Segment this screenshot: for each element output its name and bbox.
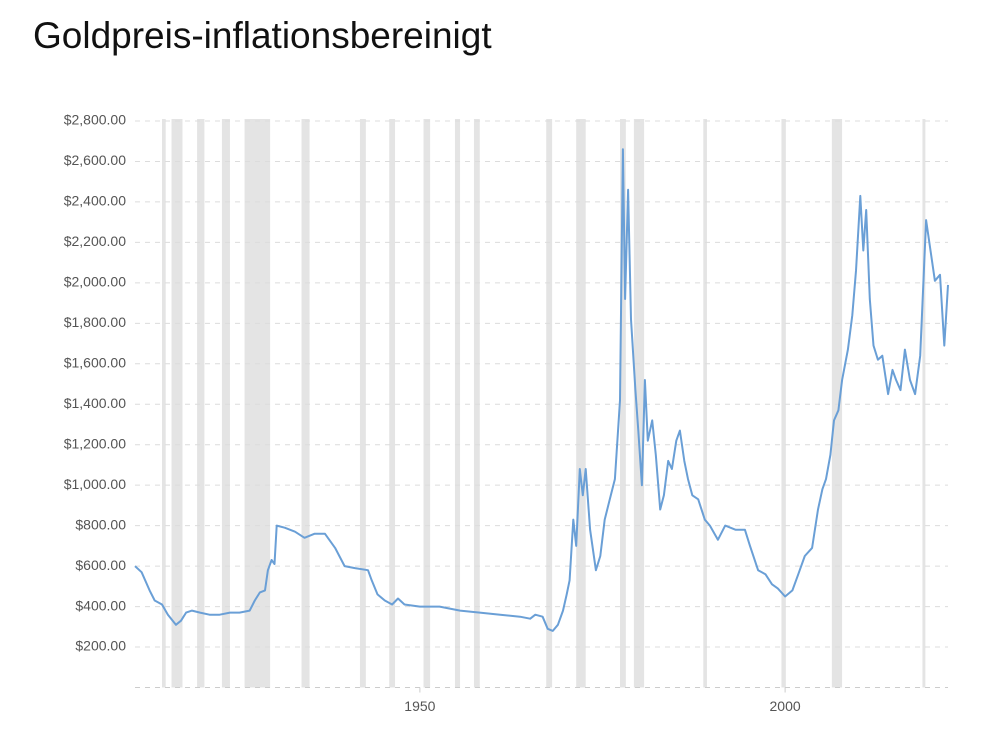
shaded-band <box>576 119 586 688</box>
shaded-band <box>546 119 553 688</box>
y-tick-label: $1,400.00 <box>64 395 126 411</box>
shaded-band <box>922 119 926 688</box>
y-tick-label: $2,000.00 <box>64 274 126 290</box>
shaded-band <box>473 119 480 688</box>
y-tick-label: $1,000.00 <box>64 476 126 492</box>
y-tick-label: $1,800.00 <box>64 314 126 330</box>
shaded-band <box>454 119 461 688</box>
price-line <box>134 148 949 632</box>
y-tick-label: $800.00 <box>75 516 126 532</box>
y-tick-label: $2,800.00 <box>64 112 126 128</box>
y-tick-label: $1,200.00 <box>64 435 126 451</box>
shaded-band <box>633 119 645 688</box>
chart-title: Goldpreis-inflationsbereinigt <box>33 15 492 56</box>
shaded-band <box>781 119 786 688</box>
y-tick-label: $2,200.00 <box>64 233 126 249</box>
shaded-band <box>301 119 310 688</box>
x-tick-label: 1950 <box>404 698 435 714</box>
x-tick-label: 2000 <box>770 698 801 714</box>
shaded-band <box>831 119 843 688</box>
y-tick-label: $2,400.00 <box>64 193 126 209</box>
shaded-band <box>423 119 431 688</box>
shaded-band <box>703 119 707 688</box>
shaded-band <box>171 119 183 688</box>
y-tick-label: $600.00 <box>75 557 126 573</box>
shaded-band <box>620 119 626 688</box>
shaded-band <box>197 119 205 688</box>
shaded-band <box>359 119 366 688</box>
shaded-band <box>162 119 166 688</box>
shaded-band <box>221 119 230 688</box>
y-tick-label: $2,600.00 <box>64 152 126 168</box>
y-tick-label: $200.00 <box>75 638 126 654</box>
shaded-band <box>244 119 271 688</box>
shaded-band <box>389 119 396 688</box>
y-tick-label: $1,600.00 <box>64 354 126 370</box>
y-tick-label: $400.00 <box>75 597 126 613</box>
